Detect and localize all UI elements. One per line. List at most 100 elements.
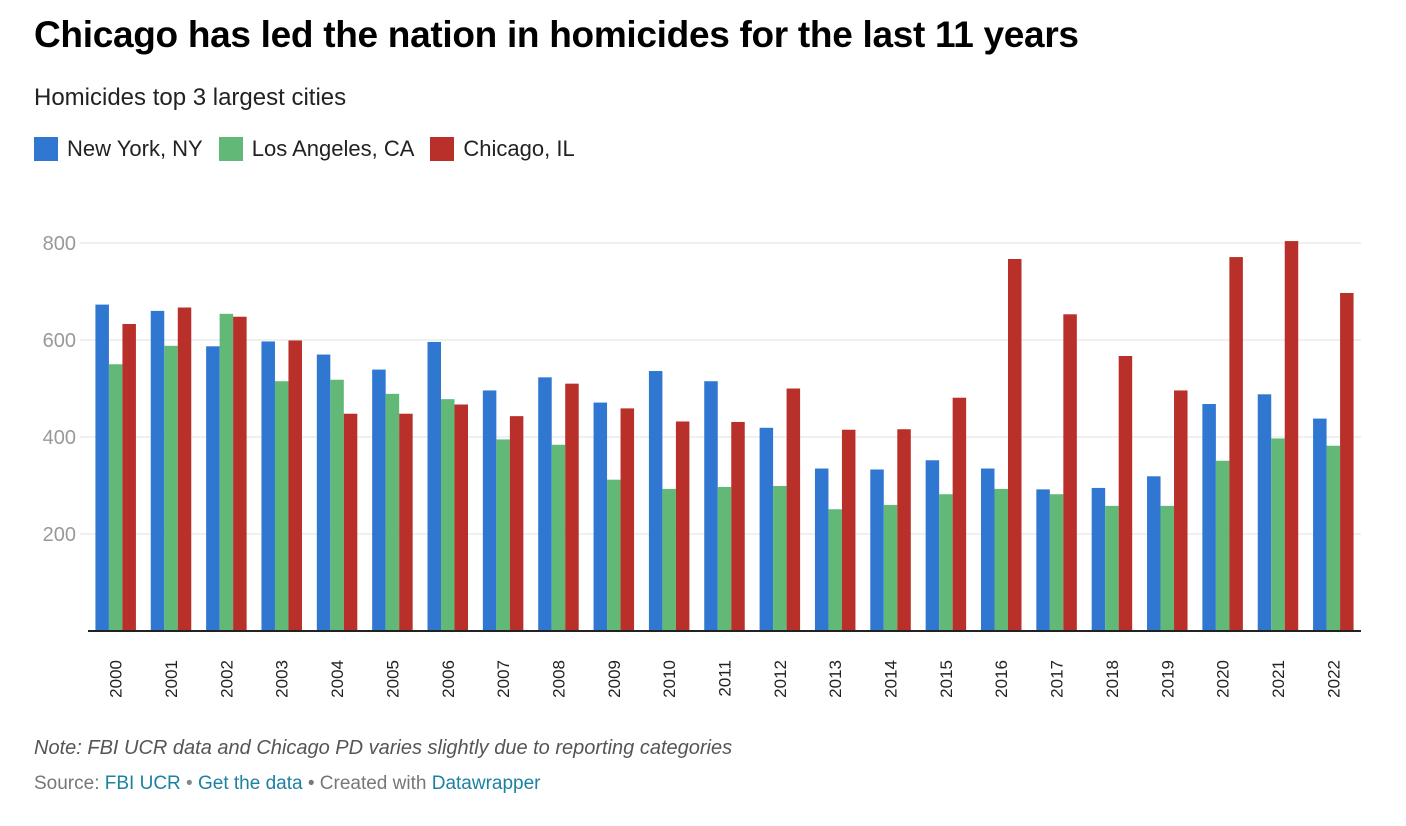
legend-swatch-chicago bbox=[430, 137, 455, 161]
x-tick-label: 2021 bbox=[1269, 660, 1288, 698]
legend-label-chicago: Chicago, IL bbox=[463, 136, 575, 161]
x-tick-label: 2001 bbox=[162, 660, 181, 698]
source-label: Source: bbox=[34, 773, 100, 794]
x-tick-label: 2007 bbox=[494, 660, 513, 698]
chart-title: Chicago has led the nation in homicides … bbox=[34, 14, 1079, 55]
legend-swatch-los-angeles bbox=[218, 137, 243, 161]
bar-new-york-2001 bbox=[150, 310, 165, 631]
bar-new-york-2000 bbox=[95, 304, 109, 631]
source-separator: • bbox=[186, 773, 193, 794]
x-tick-label: 2013 bbox=[826, 660, 845, 698]
bar-chicago-2012 bbox=[786, 388, 801, 631]
bar-new-york-2019 bbox=[1147, 476, 1161, 631]
bar-new-york-2008 bbox=[538, 377, 552, 631]
bar-los-angeles-2013 bbox=[828, 509, 842, 631]
x-tick-label: 2014 bbox=[882, 660, 901, 698]
bar-los-angeles-2001 bbox=[164, 345, 178, 631]
x-tick-label: 2006 bbox=[439, 660, 458, 698]
bar-new-york-2003 bbox=[261, 341, 275, 631]
bar-chicago-2022 bbox=[1340, 292, 1354, 631]
bar-chicago-2007 bbox=[509, 416, 524, 631]
bar-chicago-2003 bbox=[288, 340, 302, 631]
bar-los-angeles-2016 bbox=[994, 488, 1008, 631]
x-tick-label: 2005 bbox=[383, 660, 402, 698]
bar-new-york-2017 bbox=[1036, 489, 1050, 631]
bar-new-york-2011 bbox=[704, 381, 718, 631]
bar-chicago-2013 bbox=[841, 429, 856, 631]
x-tick-label: 2002 bbox=[217, 660, 236, 698]
x-tick-label: 2022 bbox=[1324, 660, 1343, 698]
source-line: Source: FBI UCR • Get the data • Created… bbox=[34, 773, 541, 795]
legend-swatch-new-york bbox=[34, 137, 58, 161]
y-tick-label: 400 bbox=[43, 427, 76, 449]
bar-new-york-2007 bbox=[482, 390, 497, 631]
legend-item-los-angeles: Los Angeles, CA bbox=[218, 136, 415, 162]
legend: New York, NY Los Angeles, CA Chicago, IL bbox=[34, 136, 591, 162]
bar-new-york-2020 bbox=[1202, 404, 1216, 631]
bar-chart: 200 400 600 800 2000 2001 2002 2003 2004 2005 2006… bbox=[43, 233, 1361, 698]
bar-chicago-2014 bbox=[897, 429, 911, 631]
bar-los-angeles-2004 bbox=[330, 379, 344, 631]
bar-chicago-2001 bbox=[177, 307, 192, 631]
chart-note: Note: FBI UCR data and Chicago PD varies… bbox=[34, 737, 733, 759]
bar-los-angeles-2002 bbox=[219, 313, 234, 631]
bar-new-york-2015 bbox=[925, 460, 940, 631]
bar-chicago-2010 bbox=[675, 421, 690, 631]
bar-chicago-2019 bbox=[1174, 390, 1188, 631]
datawrapper-link[interactable]: Datawrapper bbox=[431, 773, 541, 794]
bar-new-york-2009 bbox=[593, 402, 608, 631]
get-the-data-link[interactable]: Get the data bbox=[197, 773, 303, 794]
source-link-fbi-ucr[interactable]: FBI UCR bbox=[104, 773, 181, 794]
bar-los-angeles-2008 bbox=[551, 444, 566, 631]
bar-new-york-2010 bbox=[648, 371, 663, 631]
bar-chicago-2011 bbox=[731, 421, 745, 631]
x-tick-label: 2008 bbox=[549, 660, 568, 698]
x-tick-label: 2020 bbox=[1214, 660, 1233, 698]
bar-los-angeles-2018 bbox=[1105, 505, 1119, 631]
bar-new-york-2002 bbox=[206, 346, 220, 631]
bar-los-angeles-2000 bbox=[108, 364, 123, 631]
bar-new-york-2018 bbox=[1091, 487, 1106, 631]
bar-new-york-2013 bbox=[814, 468, 829, 631]
bar-los-angeles-2007 bbox=[496, 439, 510, 631]
x-tick-label: 2019 bbox=[1158, 660, 1177, 698]
x-tick-label: 2010 bbox=[660, 660, 679, 698]
legend-label-los-angeles: Los Angeles, CA bbox=[251, 136, 415, 161]
x-tick-label: 2018 bbox=[1103, 660, 1122, 698]
chart-subtitle: Homicides top 3 largest cities bbox=[34, 84, 347, 111]
bar-chicago-2016 bbox=[1007, 259, 1022, 631]
bar-new-york-2021 bbox=[1257, 394, 1272, 631]
bar-chicago-2000 bbox=[122, 323, 136, 631]
bar-los-angeles-2017 bbox=[1049, 494, 1064, 631]
x-tick-label: 2009 bbox=[605, 660, 624, 698]
legend-item-new-york: New York, NY bbox=[34, 136, 203, 162]
x-tick-label: 2004 bbox=[328, 660, 347, 698]
bar-new-york-2014 bbox=[870, 469, 884, 631]
y-tick-label: 800 bbox=[43, 233, 76, 255]
bar-chicago-2015 bbox=[952, 397, 967, 631]
bar-los-angeles-2020 bbox=[1215, 460, 1230, 631]
bar-chicago-2021 bbox=[1284, 241, 1299, 631]
bar-chicago-2008 bbox=[565, 383, 579, 631]
bar-chicago-2006 bbox=[454, 404, 469, 631]
bar-new-york-2022 bbox=[1313, 418, 1327, 631]
bar-los-angeles-2014 bbox=[883, 504, 898, 631]
bar-los-angeles-2011 bbox=[717, 486, 732, 631]
bar-chicago-2020 bbox=[1229, 257, 1243, 631]
bar-los-angeles-2015 bbox=[939, 494, 953, 631]
bar-chicago-2018 bbox=[1118, 356, 1133, 631]
x-tick-label: 2012 bbox=[771, 660, 790, 698]
bar-new-york-2004 bbox=[316, 354, 331, 631]
x-tick-label: 2003 bbox=[273, 660, 292, 698]
bar-los-angeles-2009 bbox=[607, 479, 621, 631]
y-tick-label: 600 bbox=[43, 330, 76, 352]
x-tick-label: 2017 bbox=[1048, 660, 1067, 698]
bar-new-york-2005 bbox=[372, 369, 386, 631]
x-tick-label: 2015 bbox=[937, 660, 956, 698]
bar-new-york-2016 bbox=[980, 468, 995, 631]
x-tick-label: 2016 bbox=[992, 660, 1011, 698]
legend-label-new-york: New York, NY bbox=[67, 136, 203, 161]
legend-item-chicago: Chicago, IL bbox=[430, 136, 575, 162]
x-tick-label: 2011 bbox=[716, 660, 735, 697]
y-tick-label: 200 bbox=[43, 524, 76, 546]
